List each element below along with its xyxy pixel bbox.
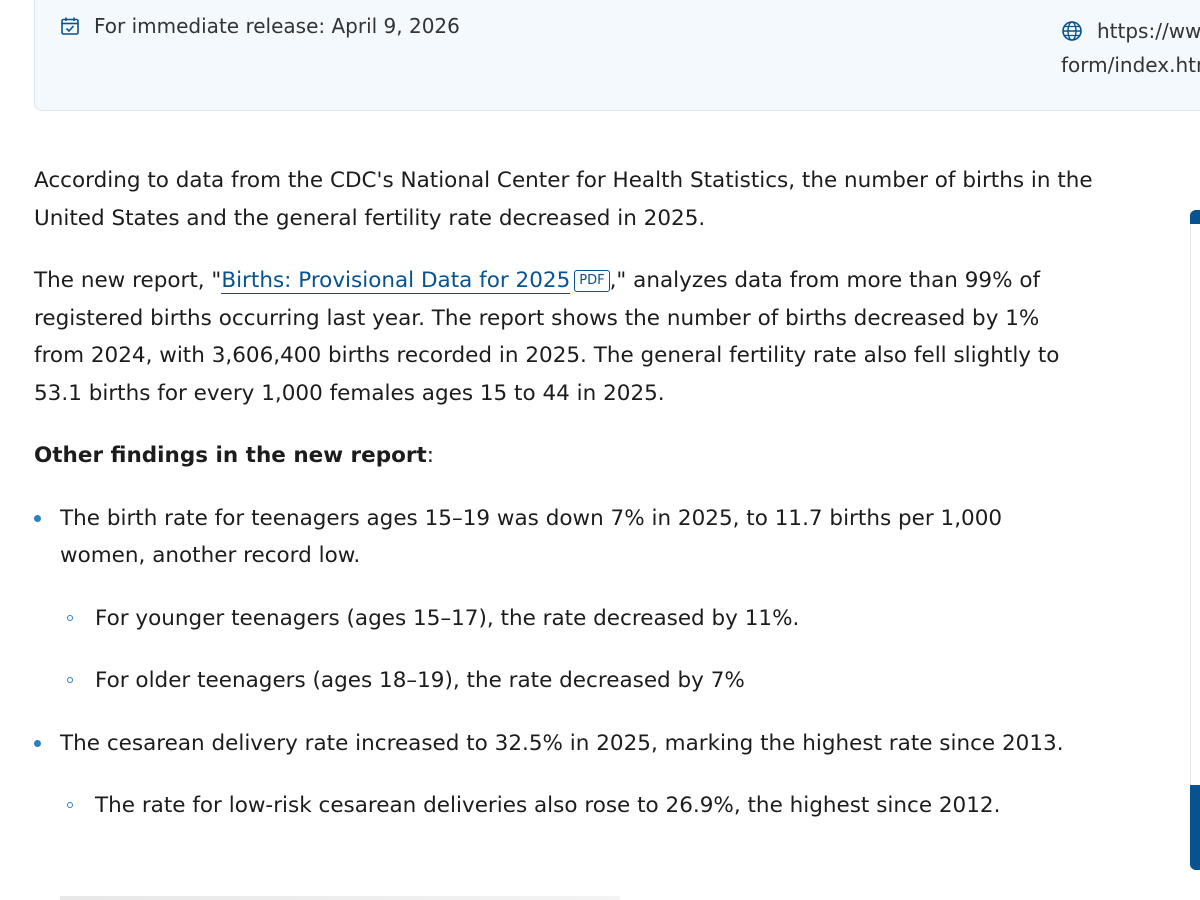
findings-heading-colon: : (426, 443, 435, 468)
url-text-line2[interactable]: form/index.htm (1061, 53, 1200, 77)
article-body: According to data from the CDC's Nationa… (34, 162, 1094, 850)
intro-paragraph: According to data from the CDC's Nationa… (34, 168, 1093, 231)
report-paragraph: The new report, "Births: Provisional Dat… (34, 262, 1094, 412)
findings-heading: Other findings in the new report: (34, 437, 1094, 475)
list-item: The birth rate for teenagers ages 15–19 … (34, 500, 1094, 700)
finding-text: The cesarean delivery rate increased to … (60, 730, 1064, 756)
sub-list-item: For younger teenagers (ages 15–17), the … (60, 600, 1094, 638)
report-paragraph-lead: The new report, " (34, 268, 222, 293)
sub-list-item: The rate for low-risk cesarean deliverie… (60, 787, 1094, 825)
findings-heading-text: Other findings in the new report (34, 443, 427, 468)
scrollbar-track[interactable] (1190, 210, 1200, 870)
calendar-check-icon (61, 17, 79, 35)
sub-findings-list: For younger teenagers (ages 15–17), the … (60, 600, 1094, 700)
release-info-bar (34, 0, 1200, 111)
cutoff-text-line (60, 896, 620, 900)
report-link[interactable]: Births: Provisional Data for 2025 (221, 268, 571, 294)
findings-list: The birth rate for teenagers ages 15–19 … (34, 500, 1094, 825)
list-item: The cesarean delivery rate increased to … (34, 725, 1094, 825)
scrollbar-top-cap[interactable] (1190, 210, 1200, 224)
release-date: For immediate release: April 9, 2026 (60, 14, 460, 38)
pdf-badge: PDF (574, 270, 610, 292)
sub-list-item: For older teenagers (ages 18–19), the ra… (60, 662, 1094, 700)
sub-findings-list: The rate for low-risk cesarean deliverie… (60, 787, 1094, 825)
report-paragraph-rest: ," analyzes data from more than 99% of r… (34, 268, 1060, 406)
scrollbar-thumb[interactable] (1190, 785, 1200, 870)
release-date-text: For immediate release: April 9, 2026 (94, 14, 460, 38)
globe-icon (1062, 21, 1082, 41)
url-text-line1[interactable]: https://ww (1097, 19, 1200, 43)
finding-text: The birth rate for teenagers ages 15–19 … (60, 505, 1003, 569)
page-url[interactable]: https://ww form/index.htm (1061, 14, 1200, 82)
